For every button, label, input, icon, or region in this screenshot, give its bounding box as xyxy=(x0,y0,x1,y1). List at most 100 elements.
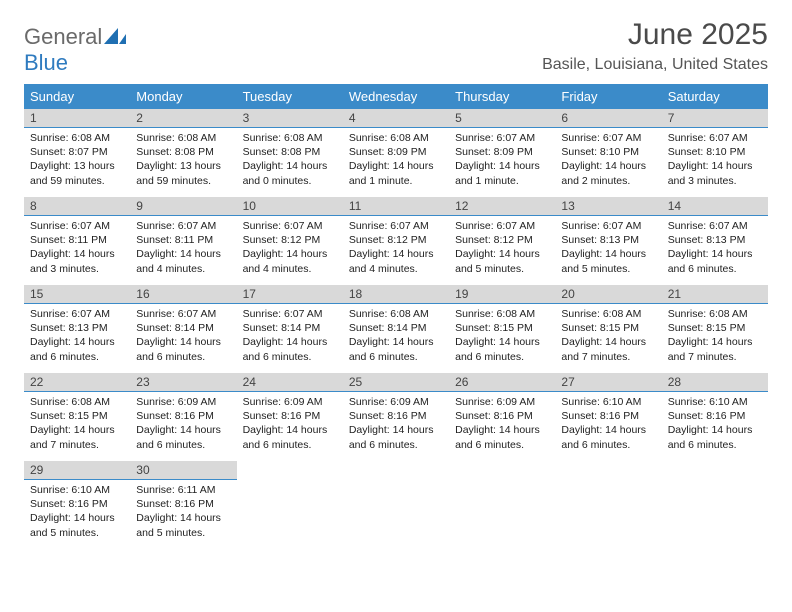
calendar-day-cell: 1Sunrise: 6:08 AMSunset: 8:07 PMDaylight… xyxy=(24,109,130,197)
day-number: 4 xyxy=(343,109,449,128)
day-number: 11 xyxy=(343,197,449,216)
sunset-text: Sunset: 8:09 PM xyxy=(349,145,443,159)
day-info: Sunrise: 6:07 AMSunset: 8:13 PMDaylight:… xyxy=(662,216,768,282)
day-number: 13 xyxy=(555,197,661,216)
sunset-text: Sunset: 8:11 PM xyxy=(30,233,124,247)
calendar-week-row: 29Sunrise: 6:10 AMSunset: 8:16 PMDayligh… xyxy=(24,461,768,549)
day-info: Sunrise: 6:07 AMSunset: 8:13 PMDaylight:… xyxy=(24,304,130,370)
day-info: Sunrise: 6:10 AMSunset: 8:16 PMDaylight:… xyxy=(662,392,768,458)
daylight-text: Daylight: 14 hours and 6 minutes. xyxy=(243,335,337,363)
day-number: 16 xyxy=(130,285,236,304)
calendar-day-cell: 19Sunrise: 6:08 AMSunset: 8:15 PMDayligh… xyxy=(449,285,555,373)
calendar-day-cell: 28Sunrise: 6:10 AMSunset: 8:16 PMDayligh… xyxy=(662,373,768,461)
day-number: 8 xyxy=(24,197,130,216)
calendar-day-cell: 6Sunrise: 6:07 AMSunset: 8:10 PMDaylight… xyxy=(555,109,661,197)
calendar-week-row: 8Sunrise: 6:07 AMSunset: 8:11 PMDaylight… xyxy=(24,197,768,285)
sunrise-text: Sunrise: 6:08 AM xyxy=(455,307,549,321)
day-number: 20 xyxy=(555,285,661,304)
daylight-text: Daylight: 14 hours and 7 minutes. xyxy=(30,423,124,451)
weekday-header-row: Sunday Monday Tuesday Wednesday Thursday… xyxy=(24,84,768,109)
calendar-day-cell: 15Sunrise: 6:07 AMSunset: 8:13 PMDayligh… xyxy=(24,285,130,373)
calendar-day-cell: 30Sunrise: 6:11 AMSunset: 8:16 PMDayligh… xyxy=(130,461,236,549)
daylight-text: Daylight: 14 hours and 7 minutes. xyxy=(561,335,655,363)
day-number: 17 xyxy=(237,285,343,304)
day-info: Sunrise: 6:07 AMSunset: 8:12 PMDaylight:… xyxy=(449,216,555,282)
day-number: 19 xyxy=(449,285,555,304)
daylight-text: Daylight: 14 hours and 6 minutes. xyxy=(349,423,443,451)
sunrise-text: Sunrise: 6:11 AM xyxy=(136,483,230,497)
calendar-day-cell: 20Sunrise: 6:08 AMSunset: 8:15 PMDayligh… xyxy=(555,285,661,373)
day-number: 1 xyxy=(24,109,130,128)
day-info: Sunrise: 6:08 AMSunset: 8:08 PMDaylight:… xyxy=(237,128,343,194)
daylight-text: Daylight: 14 hours and 6 minutes. xyxy=(243,423,337,451)
sunrise-text: Sunrise: 6:07 AM xyxy=(668,131,762,145)
day-number: 27 xyxy=(555,373,661,392)
sunrise-text: Sunrise: 6:07 AM xyxy=(455,219,549,233)
calendar-day-cell: 23Sunrise: 6:09 AMSunset: 8:16 PMDayligh… xyxy=(130,373,236,461)
sunset-text: Sunset: 8:16 PM xyxy=(243,409,337,423)
day-info: Sunrise: 6:08 AMSunset: 8:15 PMDaylight:… xyxy=(555,304,661,370)
calendar-day-cell: 7Sunrise: 6:07 AMSunset: 8:10 PMDaylight… xyxy=(662,109,768,197)
day-info: Sunrise: 6:08 AMSunset: 8:15 PMDaylight:… xyxy=(662,304,768,370)
calendar-day-cell: 14Sunrise: 6:07 AMSunset: 8:13 PMDayligh… xyxy=(662,197,768,285)
day-info: Sunrise: 6:09 AMSunset: 8:16 PMDaylight:… xyxy=(130,392,236,458)
calendar-day-cell: 25Sunrise: 6:09 AMSunset: 8:16 PMDayligh… xyxy=(343,373,449,461)
calendar-day-cell: 9Sunrise: 6:07 AMSunset: 8:11 PMDaylight… xyxy=(130,197,236,285)
calendar-table: Sunday Monday Tuesday Wednesday Thursday… xyxy=(24,84,768,549)
daylight-text: Daylight: 14 hours and 4 minutes. xyxy=(136,247,230,275)
sunrise-text: Sunrise: 6:07 AM xyxy=(243,307,337,321)
day-number: 7 xyxy=(662,109,768,128)
day-number: 2 xyxy=(130,109,236,128)
day-info: Sunrise: 6:07 AMSunset: 8:14 PMDaylight:… xyxy=(237,304,343,370)
daylight-text: Daylight: 13 hours and 59 minutes. xyxy=(30,159,124,187)
calendar-day-cell: 8Sunrise: 6:07 AMSunset: 8:11 PMDaylight… xyxy=(24,197,130,285)
day-info: Sunrise: 6:07 AMSunset: 8:09 PMDaylight:… xyxy=(449,128,555,194)
day-number: 12 xyxy=(449,197,555,216)
daylight-text: Daylight: 14 hours and 5 minutes. xyxy=(455,247,549,275)
day-info: Sunrise: 6:09 AMSunset: 8:16 PMDaylight:… xyxy=(343,392,449,458)
weekday-header: Tuesday xyxy=(237,84,343,109)
sunrise-text: Sunrise: 6:07 AM xyxy=(349,219,443,233)
page-header: General Blue June 2025 Basile, Louisiana… xyxy=(24,18,768,76)
sunrise-text: Sunrise: 6:08 AM xyxy=(349,131,443,145)
sunset-text: Sunset: 8:16 PM xyxy=(668,409,762,423)
calendar-day-cell: 3Sunrise: 6:08 AMSunset: 8:08 PMDaylight… xyxy=(237,109,343,197)
sunrise-text: Sunrise: 6:09 AM xyxy=(349,395,443,409)
day-number: 3 xyxy=(237,109,343,128)
calendar-day-cell xyxy=(343,461,449,549)
sunrise-text: Sunrise: 6:07 AM xyxy=(136,307,230,321)
sunset-text: Sunset: 8:10 PM xyxy=(561,145,655,159)
daylight-text: Daylight: 14 hours and 6 minutes. xyxy=(455,335,549,363)
sunset-text: Sunset: 8:16 PM xyxy=(349,409,443,423)
sunrise-text: Sunrise: 6:10 AM xyxy=(668,395,762,409)
sunrise-text: Sunrise: 6:08 AM xyxy=(668,307,762,321)
logo-sail-icon xyxy=(104,31,126,48)
sunrise-text: Sunrise: 6:07 AM xyxy=(668,219,762,233)
sunset-text: Sunset: 8:16 PM xyxy=(136,497,230,511)
daylight-text: Daylight: 14 hours and 0 minutes. xyxy=(243,159,337,187)
day-info: Sunrise: 6:07 AMSunset: 8:14 PMDaylight:… xyxy=(130,304,236,370)
day-info: Sunrise: 6:10 AMSunset: 8:16 PMDaylight:… xyxy=(555,392,661,458)
month-title: June 2025 xyxy=(542,18,768,52)
sunset-text: Sunset: 8:08 PM xyxy=(243,145,337,159)
calendar-day-cell: 24Sunrise: 6:09 AMSunset: 8:16 PMDayligh… xyxy=(237,373,343,461)
weekday-header: Saturday xyxy=(662,84,768,109)
day-info: Sunrise: 6:07 AMSunset: 8:10 PMDaylight:… xyxy=(555,128,661,194)
title-block: June 2025 Basile, Louisiana, United Stat… xyxy=(542,18,768,74)
day-number: 23 xyxy=(130,373,236,392)
calendar-day-cell: 5Sunrise: 6:07 AMSunset: 8:09 PMDaylight… xyxy=(449,109,555,197)
calendar-week-row: 15Sunrise: 6:07 AMSunset: 8:13 PMDayligh… xyxy=(24,285,768,373)
calendar-day-cell xyxy=(449,461,555,549)
sunrise-text: Sunrise: 6:07 AM xyxy=(561,131,655,145)
daylight-text: Daylight: 14 hours and 1 minute. xyxy=(349,159,443,187)
day-info: Sunrise: 6:07 AMSunset: 8:12 PMDaylight:… xyxy=(343,216,449,282)
sunset-text: Sunset: 8:16 PM xyxy=(455,409,549,423)
day-info: Sunrise: 6:07 AMSunset: 8:12 PMDaylight:… xyxy=(237,216,343,282)
weekday-header: Wednesday xyxy=(343,84,449,109)
day-info: Sunrise: 6:11 AMSunset: 8:16 PMDaylight:… xyxy=(130,480,236,546)
calendar-day-cell: 17Sunrise: 6:07 AMSunset: 8:14 PMDayligh… xyxy=(237,285,343,373)
calendar-week-row: 22Sunrise: 6:08 AMSunset: 8:15 PMDayligh… xyxy=(24,373,768,461)
day-info: Sunrise: 6:07 AMSunset: 8:11 PMDaylight:… xyxy=(130,216,236,282)
calendar-day-cell: 22Sunrise: 6:08 AMSunset: 8:15 PMDayligh… xyxy=(24,373,130,461)
sunset-text: Sunset: 8:15 PM xyxy=(561,321,655,335)
